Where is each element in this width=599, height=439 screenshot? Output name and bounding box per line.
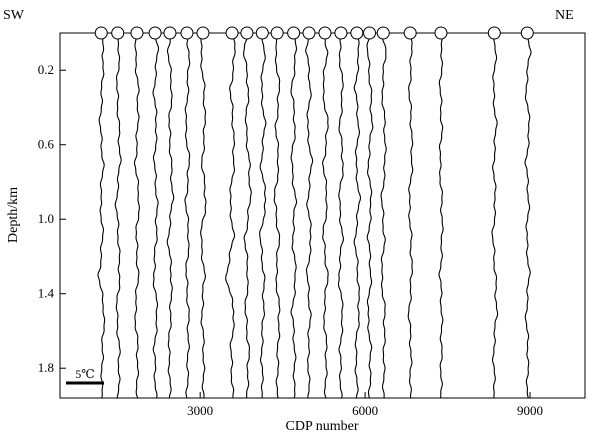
profile-marker-1850 [130,26,144,40]
profile-marker-8350 [487,26,501,40]
x-axis-title: CDP number [286,419,359,434]
profile-trace-2760 [184,32,191,399]
profile-marker-5560 [334,26,348,40]
axis-ticks: 3000 6000 9000 0.2 0.6 1.0 1.4 1.8 [38,62,543,418]
profile-trace-3850 [243,32,252,399]
profile-trace-6330 [380,32,387,399]
profile-trace-4130 [259,32,267,398]
profile-marker-5850 [350,26,364,40]
profile-marker-4980 [302,26,316,40]
x-tick-label-9000: 9000 [517,403,543,418]
profile-trace-3050 [200,32,207,399]
profile-trace-4700 [290,32,298,399]
profile-trace-1500 [114,32,122,399]
profile-traces [97,32,532,399]
profile-marker-8950 [520,26,534,40]
profile-trace-1850 [133,32,140,399]
scale-bar-label: 5℃ [75,367,94,381]
profile-marker-6080 [363,26,377,40]
profile-trace-5270 [321,32,329,399]
sw-end-label: SW [3,8,25,23]
profile-marker-1500 [111,26,125,40]
profile-trace-4980 [305,32,314,399]
profile-trace-8950 [524,32,532,399]
profile-marker-7380 [434,26,448,40]
y-tick-label-4: 1.8 [38,360,54,375]
profile-markers [94,26,534,40]
ne-end-label: NE [555,8,574,23]
y-tick-label-3: 1.4 [38,286,55,301]
x-tick-label-6000: 6000 [352,403,378,418]
profile-trace-3580 [225,32,236,399]
y-tick-label-2: 1.0 [38,211,54,226]
y-axis-title: Depth/km [6,187,21,243]
x-tick-label-3000: 3000 [187,403,213,418]
profile-marker-3050 [196,26,210,40]
profile-marker-6820 [403,26,417,40]
profile-marker-4700 [287,26,301,40]
profile-marker-6330 [376,26,390,40]
profile-trace-5560 [337,32,345,399]
profile-trace-6080 [366,32,374,399]
profile-marker-1200 [94,26,108,40]
y-tick-label-1: 0.6 [38,137,55,152]
profile-trace-6820 [407,32,414,399]
profile-trace-2180 [152,32,160,399]
y-tick-label-0: 0.2 [38,62,54,77]
profile-marker-3850 [240,26,254,40]
profile-trace-8350 [491,32,499,399]
profile-trace-5850 [353,32,362,399]
profile-marker-2450 [163,26,177,40]
profile-trace-1200 [97,32,106,399]
profile-trace-2450 [166,32,175,399]
profile-marker-5270 [318,26,332,40]
profile-marker-3580 [225,26,239,40]
profile-marker-2180 [148,26,162,40]
profile-marker-4130 [255,26,269,40]
profile-trace-4400 [273,32,281,399]
profile-marker-4400 [270,26,284,40]
profile-trace-7380 [438,32,444,399]
profile-marker-2760 [180,26,194,40]
